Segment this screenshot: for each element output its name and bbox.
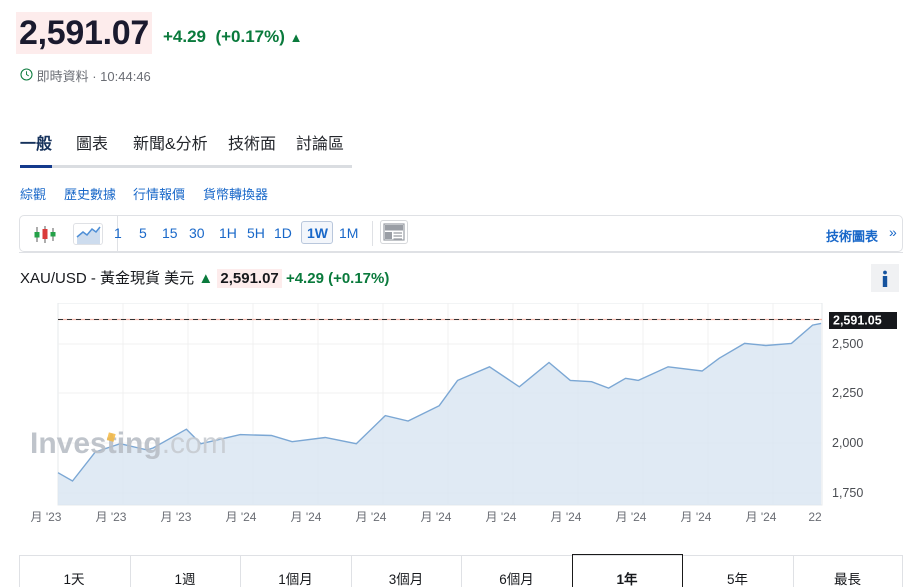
svg-text:2,591.05: 2,591.05 <box>833 314 882 328</box>
svg-text:2,250: 2,250 <box>832 386 863 400</box>
svg-text:Investing.com: Investing.com <box>30 427 227 460</box>
svg-text:月 '24: 月 '24 <box>291 510 322 524</box>
svg-text:月 '24: 月 '24 <box>486 510 517 524</box>
svg-text:月 '23: 月 '23 <box>96 510 127 524</box>
svg-text:22: 22 <box>808 510 822 524</box>
svg-text:月 '24: 月 '24 <box>421 510 452 524</box>
svg-text:月 '24: 月 '24 <box>616 510 647 524</box>
svg-text:月 '24: 月 '24 <box>551 510 582 524</box>
svg-text:月 '24: 月 '24 <box>226 510 257 524</box>
svg-text:月 '23: 月 '23 <box>31 510 62 524</box>
svg-text:月 '24: 月 '24 <box>356 510 387 524</box>
svg-text:月 '24: 月 '24 <box>746 510 777 524</box>
svg-text:1,750: 1,750 <box>832 486 863 500</box>
svg-text:月 '24: 月 '24 <box>681 510 712 524</box>
svg-text:月 '23: 月 '23 <box>161 510 192 524</box>
svg-text:2,500: 2,500 <box>832 337 863 351</box>
svg-text:2,000: 2,000 <box>832 436 863 450</box>
